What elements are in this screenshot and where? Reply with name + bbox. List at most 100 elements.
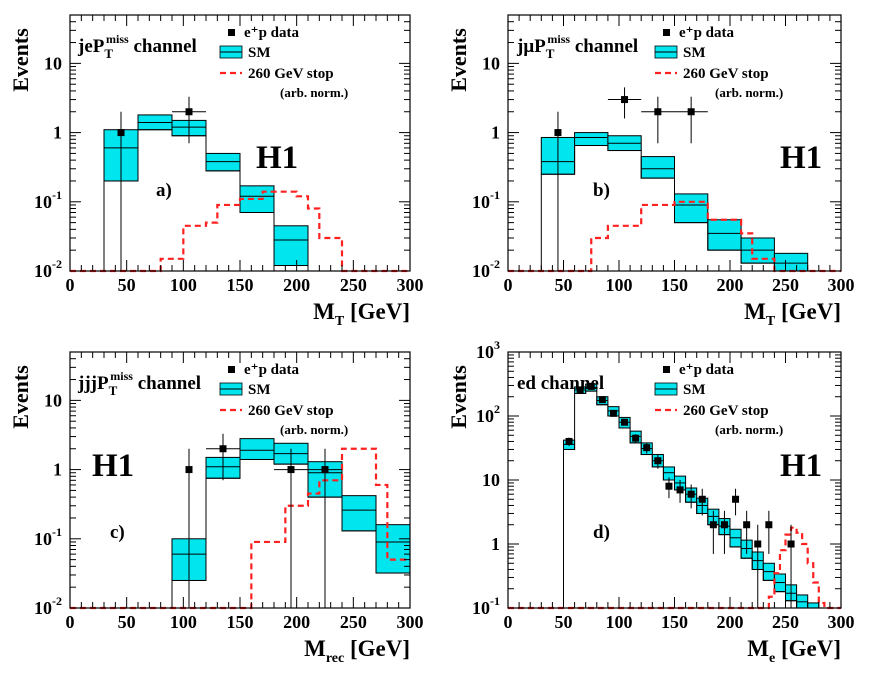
data-point	[687, 108, 695, 116]
y-tick-label: 1	[491, 123, 500, 143]
legend-sm-label: SM	[248, 45, 271, 61]
x-tick-label: 150	[227, 275, 254, 295]
x-tick-label: 150	[661, 275, 688, 295]
panel-label: c)	[110, 522, 125, 543]
y-axis-label: Events	[446, 365, 471, 429]
x-tick-label: 300	[397, 275, 424, 295]
stop-signal-line	[70, 447, 410, 610]
x-tick-label: 200	[283, 612, 310, 632]
sm-band	[273, 225, 309, 267]
x-axis-label: MT [GeV]	[744, 299, 841, 329]
legend-data-marker	[228, 366, 235, 373]
y-tick-label: 10-1	[472, 594, 500, 618]
legend-stop-label: 260 GeV stop	[248, 403, 334, 419]
legend-stop-note: (arb. norm.)	[280, 422, 348, 437]
data-point	[587, 382, 595, 390]
legend-data-label: e⁺p data	[244, 362, 300, 378]
sm-outline	[540, 145, 808, 272]
data-point	[632, 434, 640, 442]
x-tick-label: 250	[340, 275, 367, 295]
data-point	[720, 521, 728, 529]
legend-stop-label: 260 GeV stop	[683, 403, 769, 419]
sm-band	[807, 602, 820, 609]
x-tick-label: 50	[555, 612, 573, 632]
data-point	[621, 418, 629, 426]
legend-data-marker	[663, 29, 670, 36]
data-point	[219, 445, 227, 453]
sm-band	[239, 438, 275, 460]
x-tick-label: 50	[118, 275, 136, 295]
x-tick-label: 200	[717, 612, 744, 632]
x-tick-label: 150	[227, 612, 254, 632]
channel-title: jμPTmiss channel	[516, 32, 638, 61]
y-tick-label: 10	[482, 470, 500, 490]
data-point	[665, 482, 673, 490]
experiment-label: H1	[780, 448, 822, 484]
x-tick-label: 0	[66, 612, 75, 632]
legend-data-label: e⁺p data	[679, 25, 735, 41]
y-tick-label: 1	[53, 123, 62, 143]
panel-b: 0 50 100 150 200 250 300 10-2 10-1 1 10 Events MT [G…	[446, 14, 855, 329]
y-tick-label: 1	[491, 534, 500, 554]
data-point	[743, 521, 751, 529]
data-point	[765, 521, 773, 529]
data-point	[687, 490, 695, 498]
data-point	[709, 521, 717, 529]
x-tick-label: 300	[828, 612, 855, 632]
data-point	[321, 466, 329, 474]
y-tick-label: 10	[44, 53, 62, 73]
x-tick-label: 0	[504, 612, 513, 632]
legend-sm-label: SM	[683, 45, 706, 61]
x-tick-label: 100	[606, 612, 633, 632]
data-point	[565, 437, 573, 445]
data-point	[654, 108, 662, 116]
stop-signal-line	[70, 190, 410, 273]
x-tick-label: 150	[661, 612, 688, 632]
x-tick-label: 250	[340, 612, 367, 632]
data-point	[621, 96, 629, 104]
x-tick-label: 250	[772, 612, 799, 632]
channel-title: jjjPTmiss channel	[77, 369, 201, 398]
y-tick-label: 103	[476, 338, 500, 362]
y-tick-label: 10-2	[472, 257, 500, 281]
panel-label: b)	[593, 180, 610, 201]
legend-data-marker	[663, 366, 670, 373]
panel-label: d)	[593, 522, 610, 543]
y-tick-label: 10	[44, 390, 62, 410]
data-point	[185, 108, 193, 116]
data-point	[554, 129, 562, 137]
x-tick-label: 200	[717, 275, 744, 295]
data-point	[609, 409, 617, 417]
x-axis-label: MT [GeV]	[313, 299, 410, 329]
x-tick-label: 300	[397, 612, 424, 632]
x-axis-label: Me [GeV]	[747, 636, 841, 666]
x-tick-label: 100	[606, 275, 633, 295]
data-point	[117, 129, 125, 137]
legend-data-marker	[228, 29, 235, 36]
sm-band	[574, 132, 609, 147]
y-tick-label: 10-2	[34, 594, 62, 618]
legend-sm-label: SM	[248, 382, 271, 398]
sm-band	[375, 524, 411, 574]
experiment-label: H1	[256, 140, 298, 176]
channel-title: ed channel	[517, 373, 604, 394]
legend-stop-label: 260 GeV stop	[683, 66, 769, 82]
sm-band	[341, 495, 377, 532]
y-tick-label: 102	[476, 402, 500, 426]
legend-sm-label: SM	[683, 382, 706, 398]
legend-stop-note: (arb. norm.)	[280, 85, 348, 100]
data-point	[185, 466, 193, 474]
legend-data-label: e⁺p data	[244, 25, 300, 41]
data-point	[576, 387, 584, 395]
x-tick-label: 50	[555, 275, 573, 295]
y-axis-label: Events	[8, 365, 33, 429]
data-point	[643, 444, 651, 452]
panel-c: 0 50 100 150 200 250 300 10-2 10-1 1 10 Events Mrec …	[8, 351, 424, 666]
experiment-label: H1	[780, 140, 822, 176]
legend-stop-note: (arb. norm.)	[715, 85, 783, 100]
data-point	[654, 457, 662, 465]
x-tick-label: 0	[66, 275, 75, 295]
y-axis-label: Events	[8, 28, 33, 92]
